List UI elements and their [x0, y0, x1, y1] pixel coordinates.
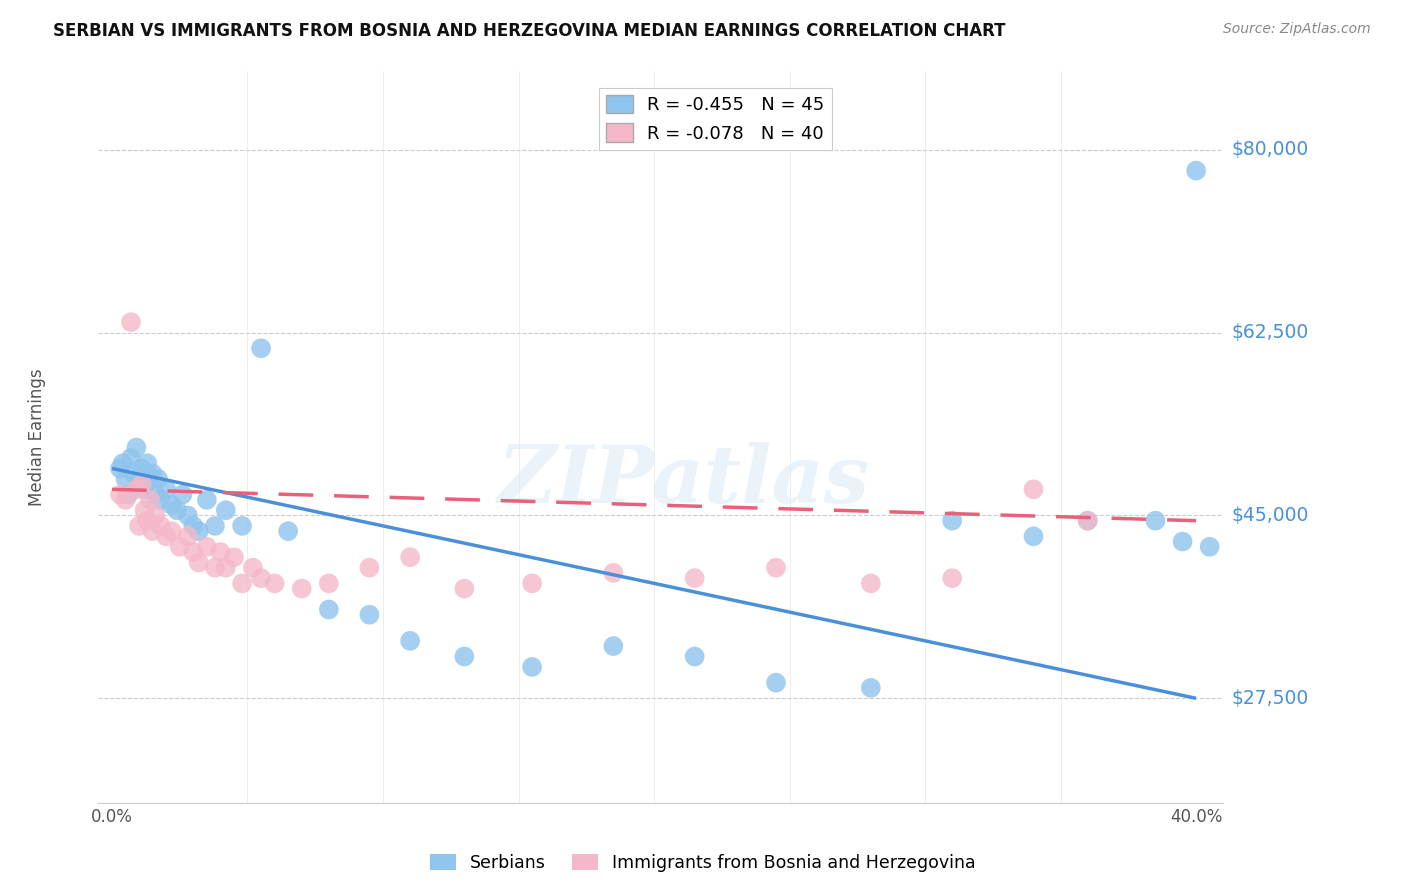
Point	[222, 550, 245, 565]
Point	[155, 529, 177, 543]
Text: $27,500: $27,500	[1232, 689, 1309, 708]
Point	[166, 503, 188, 517]
Point	[765, 560, 787, 574]
Point	[120, 315, 142, 329]
Point	[187, 524, 209, 538]
Point	[160, 524, 183, 538]
Point	[108, 461, 131, 475]
Point	[941, 571, 963, 585]
Point	[453, 582, 475, 596]
Point	[1185, 163, 1208, 178]
Point	[277, 524, 299, 538]
Point	[128, 519, 150, 533]
Point	[114, 492, 136, 507]
Text: Source: ZipAtlas.com: Source: ZipAtlas.com	[1223, 22, 1371, 37]
Point	[142, 524, 165, 538]
Point	[683, 571, 706, 585]
Point	[172, 487, 194, 501]
Point	[250, 341, 273, 355]
Point	[128, 477, 150, 491]
Point	[142, 467, 165, 481]
Point	[1022, 483, 1045, 497]
Point	[122, 467, 145, 481]
Point	[143, 508, 166, 523]
Point	[108, 487, 131, 501]
Point	[683, 649, 706, 664]
Text: SERBIAN VS IMMIGRANTS FROM BOSNIA AND HERZEGOVINA MEDIAN EARNINGS CORRELATION CH: SERBIAN VS IMMIGRANTS FROM BOSNIA AND HE…	[53, 22, 1005, 40]
Point	[263, 576, 285, 591]
Point	[602, 566, 624, 580]
Point	[195, 492, 218, 507]
Point	[120, 450, 142, 465]
Point	[181, 545, 204, 559]
Point	[250, 571, 273, 585]
Point	[125, 483, 148, 497]
Point	[520, 576, 543, 591]
Point	[242, 560, 264, 574]
Point	[399, 633, 422, 648]
Point	[149, 519, 172, 533]
Point	[215, 503, 238, 517]
Point	[204, 519, 226, 533]
Point	[134, 503, 156, 517]
Point	[117, 487, 139, 501]
Point	[131, 461, 153, 475]
Point	[359, 560, 381, 574]
Point	[1171, 534, 1194, 549]
Point	[155, 483, 177, 497]
Point	[136, 456, 159, 470]
Point	[231, 519, 253, 533]
Point	[859, 576, 882, 591]
Point	[136, 514, 159, 528]
Point	[520, 660, 543, 674]
Point	[231, 576, 253, 591]
Point	[359, 607, 381, 622]
Point	[1198, 540, 1220, 554]
Point	[125, 441, 148, 455]
Point	[602, 639, 624, 653]
Point	[859, 681, 882, 695]
Text: $45,000: $45,000	[1232, 506, 1309, 525]
Point	[1022, 529, 1045, 543]
Point	[114, 472, 136, 486]
Point	[139, 472, 162, 486]
Point	[291, 582, 314, 596]
Point	[1077, 514, 1099, 528]
Point	[204, 560, 226, 574]
Legend: Serbians, Immigrants from Bosnia and Herzegovina: Serbians, Immigrants from Bosnia and Her…	[423, 847, 983, 879]
Point	[453, 649, 475, 664]
Point	[318, 602, 340, 616]
Text: Median Earnings: Median Earnings	[28, 368, 45, 506]
Point	[1144, 514, 1167, 528]
Text: $62,500: $62,500	[1232, 323, 1309, 343]
Point	[169, 540, 191, 554]
Point	[139, 492, 162, 507]
Legend: R = -0.455   N = 45, R = -0.078   N = 40: R = -0.455 N = 45, R = -0.078 N = 40	[599, 87, 832, 150]
Point	[195, 540, 218, 554]
Point	[146, 472, 169, 486]
Point	[177, 508, 200, 523]
Text: ZIPatlas: ZIPatlas	[498, 442, 869, 520]
Point	[187, 556, 209, 570]
Point	[215, 560, 238, 574]
Point	[149, 492, 172, 507]
Point	[177, 529, 200, 543]
Point	[134, 483, 156, 497]
Point	[143, 487, 166, 501]
Point	[181, 519, 204, 533]
Point	[941, 514, 963, 528]
Point	[318, 576, 340, 591]
Point	[111, 456, 134, 470]
Point	[765, 675, 787, 690]
Point	[160, 498, 183, 512]
Point	[1077, 514, 1099, 528]
Point	[399, 550, 422, 565]
Point	[209, 545, 232, 559]
Point	[131, 477, 153, 491]
Text: $80,000: $80,000	[1232, 140, 1309, 160]
